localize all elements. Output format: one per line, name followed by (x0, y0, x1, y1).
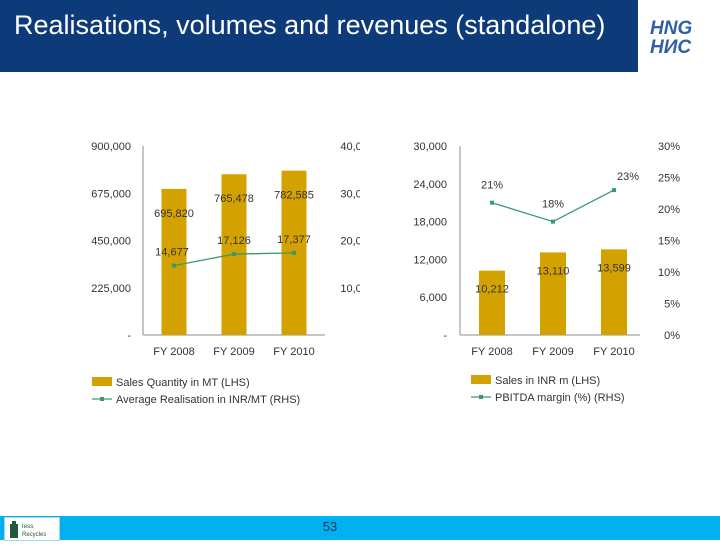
c1-legend-bar-swatch (92, 377, 112, 386)
c1-line-value-label: 17,126 (217, 235, 251, 247)
c2-bar-value-label: 13,599 (597, 262, 631, 274)
c2-line-value-label: 23% (617, 171, 639, 183)
c2-right-tick-label: 15% (658, 236, 680, 248)
c2-right-tick-label: 0% (664, 330, 680, 342)
c1-bar (161, 188, 187, 335)
recycle-logo-icon: less Recycles (4, 517, 60, 541)
c2-left-tick-label: 12,000 (413, 254, 447, 266)
c1-line-point (172, 263, 176, 268)
footer-bar (0, 516, 720, 540)
title-banner: Realisations, volumes and revenues (stan… (0, 0, 638, 72)
c1-right-tick-label: 10,000 (340, 283, 360, 295)
c2-line-value-label: 18% (542, 199, 564, 211)
c1-bar-value-label: 695,820 (154, 208, 194, 220)
c1-legend-line-marker (100, 397, 104, 401)
c2-bar-value-label: 10,212 (475, 284, 509, 296)
c2-right-tick-label: 25% (658, 173, 680, 185)
c1-category-label: FY 2008 (153, 346, 194, 358)
page-number: 53 (322, 519, 338, 534)
c2-category-label: FY 2009 (532, 346, 573, 358)
c2-right-tick-label: 20% (658, 204, 680, 216)
c1-left-tick-label: 675,000 (91, 188, 131, 200)
c1-legend-bar-label: Sales Quantity in MT (LHS) (116, 377, 250, 389)
c1-legend-line-label: Average Realisation in INR/MT (RHS) (116, 394, 300, 406)
hng-logo-icon: HNG НИС (650, 18, 692, 56)
c2-line-point (551, 219, 555, 224)
c1-line-point (232, 252, 236, 257)
c2-right-tick-label: 5% (664, 299, 680, 311)
c1-line-value-label: 14,677 (155, 247, 189, 259)
chart-revenues-pbitda: - 6,000 12,000 18,000 24,000 30,000 0% 5% 10% 15%… (413, 141, 680, 404)
c1-left-tick-label: 450,000 (91, 236, 131, 248)
c1-left-tick-label: 225,000 (91, 283, 131, 295)
c2-left-tick-label: 30,000 (413, 141, 447, 153)
c2-line-point (490, 200, 494, 205)
c1-right-tick-label: 20,000 (340, 236, 360, 248)
c1-bar-value-label: 765,478 (214, 193, 254, 205)
c2-category-label: FY 2010 (593, 346, 634, 358)
svg-text:НИС: НИС (650, 37, 691, 56)
c2-right-tick-label: 30% (658, 141, 680, 153)
c2-left-tick-label: 24,000 (413, 179, 447, 191)
c2-bar-value-label: 13,110 (537, 265, 570, 277)
c1-right-tick-label: 40,000 (340, 141, 360, 153)
c1-right-tick-label: 30,000 (340, 188, 360, 200)
chart-volumes-realisation: -225,000450,000675,000900,000-10,00020,0… (91, 141, 360, 406)
c2-line-value-label: 21% (481, 180, 503, 192)
c2-right-tick-label: 10% (658, 267, 680, 279)
c1-category-label: FY 2009 (213, 346, 254, 358)
c2-left-tick-label: - (443, 330, 447, 342)
c2-bar (601, 249, 627, 335)
c1-category-label: FY 2010 (273, 346, 314, 358)
svg-text:less: less (22, 523, 34, 530)
c1-left-tick-label: - (127, 330, 131, 342)
svg-text:Recycles: Recycles (22, 532, 46, 538)
c2-legend-line-label: PBITDA margin (%) (RHS) (495, 392, 625, 404)
c2-legend-line-marker (479, 395, 483, 399)
c1-left-tick-label: 900,000 (91, 141, 131, 153)
c1-line-point (292, 250, 296, 255)
c2-bar (479, 270, 505, 335)
c1-bar-value-label: 782,585 (274, 190, 314, 202)
c2-left-tick-label: 6,000 (419, 292, 447, 304)
svg-text:HNG: HNG (650, 18, 692, 39)
c2-legend-bar-label: Sales in INR m (LHS) (495, 375, 600, 387)
c2-bar (540, 252, 566, 335)
c2-left-tick-label: 18,000 (413, 217, 447, 229)
c2-line-point (612, 188, 616, 193)
c2-legend-bar-swatch (471, 375, 491, 384)
c2-category-label: FY 2008 (471, 346, 512, 358)
slide-title: Realisations, volumes and revenues (stan… (14, 10, 606, 40)
c1-line-value-label: 17,377 (277, 234, 311, 246)
